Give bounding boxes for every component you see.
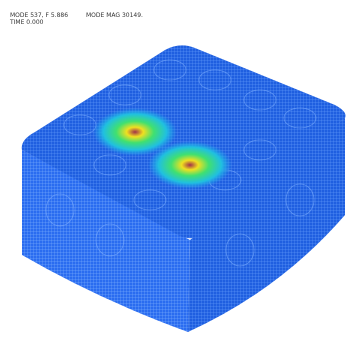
hot-spot [148,141,232,189]
page: MODE 537, F 5.886 MODE MAG 30149. TIME 0… [0,0,364,340]
magnitude-label: MODE MAG 30149. [86,12,143,19]
mode-label: MODE 537, F 5.886 [10,12,68,19]
time-label: TIME 0.000 [9,19,44,26]
model [22,45,346,332]
fea-view: MODE 537, F 5.886 MODE MAG 30149. TIME 0… [0,0,364,340]
